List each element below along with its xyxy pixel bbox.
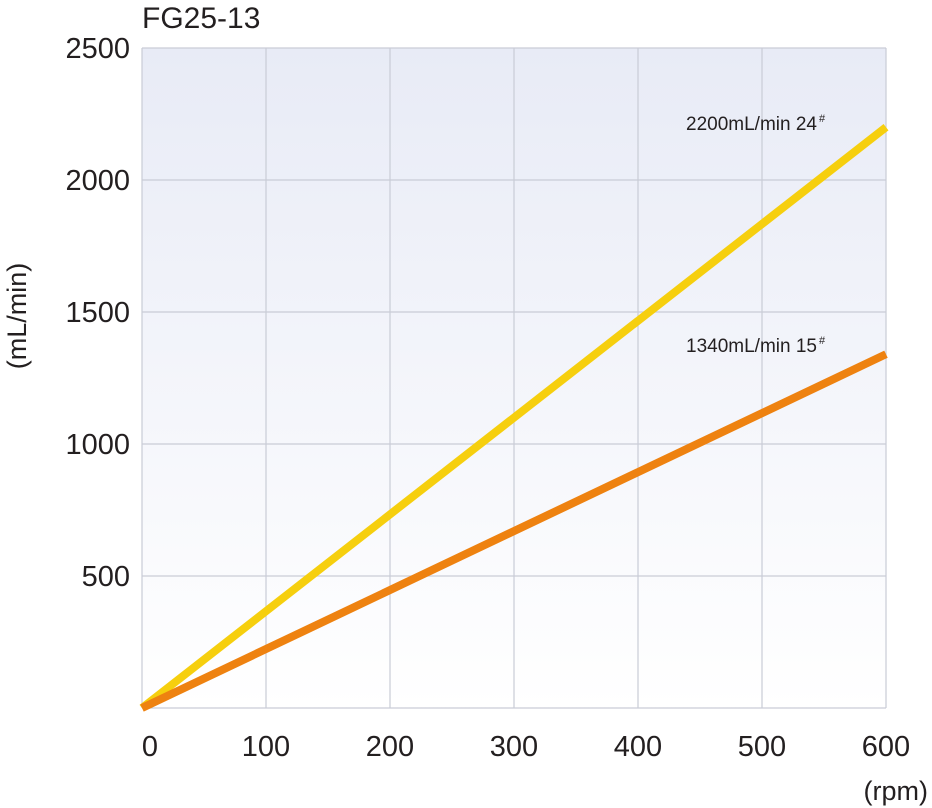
series-label-sup: # <box>819 335 826 347</box>
x-tick-label: 400 <box>614 731 662 763</box>
y-tick-label: 500 <box>82 561 130 593</box>
y-tick-label: 2000 <box>65 165 130 197</box>
series-label: 2200mL/min 24 # <box>686 113 826 135</box>
grid <box>141 47 887 709</box>
series-label: 1340mL/min 15 # <box>686 335 826 357</box>
ticks: 0 100 200 300 400 500 600 500 1000 1500 2000 2500 <box>65 33 910 763</box>
x-tick-label: 100 <box>242 731 290 763</box>
y-tick-label: 1500 <box>65 297 130 329</box>
series-line <box>140 350 888 712</box>
x-tick-label: 0 <box>142 731 158 763</box>
series-label-sup: # <box>819 113 826 125</box>
series-layer: 2200mL/min 24 # 1340mL/min 15 # <box>139 113 889 712</box>
series-line <box>139 124 889 712</box>
x-tick-label: 500 <box>738 731 786 763</box>
x-tick-label: 200 <box>366 731 414 763</box>
x-axis-label: (rpm) <box>864 776 928 806</box>
y-axis-label: (mL/min) <box>2 263 32 370</box>
y-tick-label: 2500 <box>65 33 130 65</box>
y-tick-label: 1000 <box>65 429 130 461</box>
chart-title: FG25-13 <box>142 2 260 35</box>
x-tick-label: 300 <box>490 731 538 763</box>
x-tick-label: 600 <box>862 731 910 763</box>
